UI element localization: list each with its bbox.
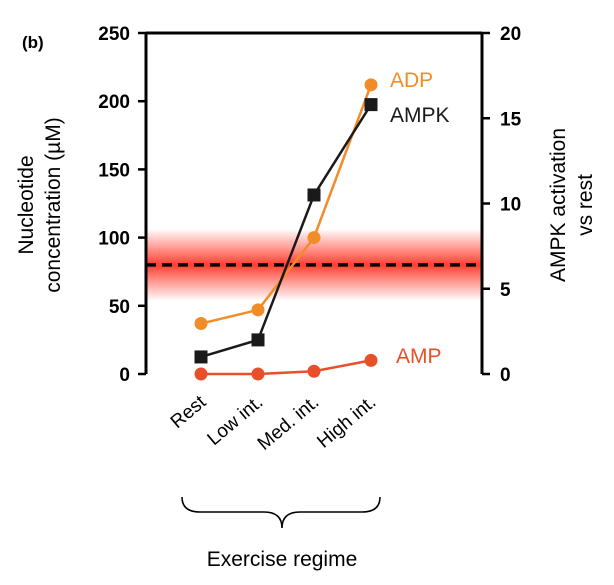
y-tick-label-left: 150 (98, 160, 130, 181)
ampk-data-point (194, 350, 208, 364)
amp-data-point (194, 367, 208, 381)
adp-data-point (364, 78, 378, 92)
y-tick-label-right: 10 (500, 195, 521, 216)
y-tick-label-left: 200 (98, 92, 130, 113)
adp-series-line (200, 84, 373, 325)
y-tick-label-left: 0 (119, 365, 130, 386)
y-label-right-line1: AMPK activation (547, 128, 570, 282)
adp-data-point (194, 317, 208, 331)
y-tick-label-right: 0 (500, 365, 511, 386)
y-tick-label-left: 250 (98, 24, 130, 45)
amp-data-point (307, 364, 321, 378)
adp-data-point (307, 231, 321, 245)
x-tick-label: High int. (313, 392, 380, 453)
x-axis-label: Exercise regime (207, 548, 358, 571)
y-label-right-line2: vs rest (574, 174, 597, 236)
y-label-left-line1: Nucleotide (15, 155, 38, 254)
x-tick-label: Med. int. (254, 392, 323, 455)
amp-data-point (364, 353, 378, 367)
amp-series-label: AMP (396, 345, 442, 368)
y-tick-label-right: 15 (500, 109, 522, 130)
amp-data-point (251, 367, 265, 381)
y-tick-label-left: 100 (98, 229, 130, 250)
ampk-data-point (251, 333, 265, 347)
x-tick-label: Rest (167, 391, 211, 433)
amp-series-line (201, 359, 372, 376)
y-tick-label-right: 20 (500, 24, 521, 45)
ampk-data-point (364, 98, 378, 112)
y-tick-label-right: 5 (500, 280, 511, 301)
ampk-series-label: AMPK (390, 104, 450, 127)
adp-data-point (251, 303, 265, 317)
panel-label: (b) (22, 33, 44, 52)
category-brace (181, 496, 381, 529)
adp-series-label: ADP (390, 69, 433, 92)
y-tick-label-left: 50 (109, 297, 130, 318)
ampk-series-line (200, 103, 373, 359)
y-label-left-line2: concentration (µM) (42, 117, 65, 293)
ampk-data-point (307, 188, 321, 202)
